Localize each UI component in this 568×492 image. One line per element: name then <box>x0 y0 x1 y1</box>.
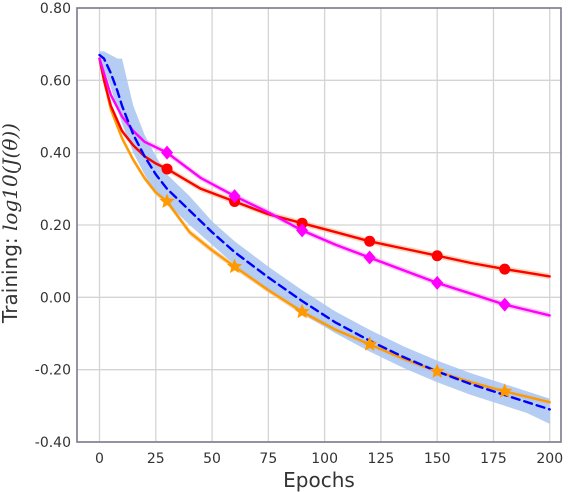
circle-marker <box>499 263 511 275</box>
y-tick-label: -0.20 <box>35 363 71 379</box>
y-tick-label: 0.00 <box>40 290 71 306</box>
series-lines <box>98 53 551 411</box>
star-marker <box>227 258 243 274</box>
x-tick-label: 50 <box>203 451 221 467</box>
y-tick-label: 0.40 <box>40 146 71 162</box>
diamond-marker <box>431 275 444 290</box>
x-axis-title: Epochs <box>283 468 355 492</box>
plot-frame <box>76 7 562 443</box>
y-axis-title-math: log10(J(θ)) <box>0 123 22 231</box>
series-line <box>98 57 551 278</box>
x-tick-label: 150 <box>424 451 451 467</box>
series-line <box>98 53 551 411</box>
x-tick-label: 25 <box>147 451 165 467</box>
x-tick-label: 175 <box>480 451 507 467</box>
diamond-marker <box>161 145 174 160</box>
diamond-marker <box>498 297 511 312</box>
diamond-marker <box>363 250 376 265</box>
y-tick-label: 0.60 <box>40 73 71 89</box>
star-marker <box>429 363 445 378</box>
y-axis-title: Training: log10(J(θ)) <box>0 123 22 324</box>
star-marker <box>497 383 513 398</box>
x-tick-label: 100 <box>311 451 338 467</box>
diamond-marker <box>296 223 309 238</box>
y-tick-label: 0.80 <box>40 1 71 17</box>
series-markers <box>159 145 513 398</box>
x-tick-label: 200 <box>536 451 563 467</box>
y-axis-title-prefix: Training: <box>0 231 22 324</box>
star-marker <box>362 336 378 351</box>
circle-marker <box>364 235 376 247</box>
diamond-marker <box>228 189 241 204</box>
star-marker <box>159 193 175 208</box>
series-line <box>98 57 551 317</box>
x-tick-label: 75 <box>259 451 277 467</box>
x-tick-labels: 0 25 50 75 100 125 150 175 200 <box>95 451 563 467</box>
y-tick-label: 0.20 <box>40 218 71 234</box>
circle-marker <box>431 250 443 262</box>
star-marker <box>294 303 310 319</box>
x-tick-label: 0 <box>95 451 104 467</box>
y-tick-label: -0.40 <box>35 435 71 451</box>
circle-marker <box>161 163 173 175</box>
circle-marker <box>296 217 308 229</box>
x-tick-label: 125 <box>368 451 395 467</box>
y-tick-labels: -0.40 -0.20 0.00 0.20 0.40 0.60 0.80 <box>35 1 71 451</box>
